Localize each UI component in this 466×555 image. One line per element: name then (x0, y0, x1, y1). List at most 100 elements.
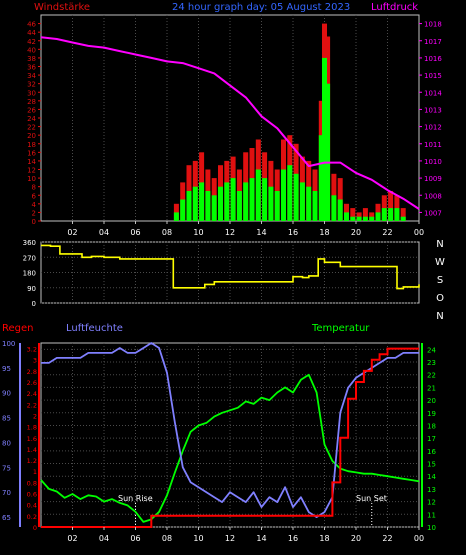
bottom-time-label: 22 (382, 534, 392, 543)
wind-tick-label: 20 (27, 132, 36, 140)
wind-avg-bar (236, 191, 242, 221)
wind-tick-label: 4 (32, 201, 37, 209)
wind-avg-bar (255, 169, 261, 221)
temperature-tick-label: 11 (427, 511, 436, 519)
wind-avg-bar (192, 186, 198, 221)
pressure-tick-label: 1017 (424, 38, 442, 46)
direction-line (41, 244, 420, 290)
bottom-time-label: 16 (288, 534, 298, 543)
wind-tick-label: 36 (27, 64, 36, 72)
sun-rise-label: Sun Rise (118, 494, 153, 503)
rain-tick-label: 2.6 (27, 379, 37, 387)
wind-tick-label: 16 (27, 149, 36, 157)
wind-avg-bar (400, 216, 406, 221)
humidity-tick-label: 80 (2, 439, 11, 447)
wind-tick-label: 44 (27, 29, 36, 37)
rain-tick-label: 1.4 (27, 446, 37, 454)
direction-compass-label: N (436, 239, 443, 250)
temperature-tick-label: 23 (427, 359, 436, 367)
wind-tick-label: 6 (32, 192, 37, 200)
bottom-time-label: 20 (351, 534, 361, 543)
pressure-tick-label: 1012 (424, 124, 442, 132)
rain-tick-label: 0.8 (27, 479, 37, 487)
rain-tick-label: 2 (33, 412, 37, 420)
temperature-tick-label: 18 (427, 422, 436, 430)
rain-tick-label: 2.8 (27, 368, 37, 376)
wind-avg-bar (249, 178, 255, 221)
wind-avg-bar (388, 208, 394, 221)
bottom-time-label: 18 (319, 534, 329, 543)
wind-gust-bar (350, 208, 356, 221)
wind-time-label: 04 (99, 228, 109, 237)
wind-gust-bar (362, 208, 368, 221)
wind-avg-bar (375, 212, 381, 221)
pressure-tick-label: 1008 (424, 192, 442, 200)
temperature-tick-label: 12 (427, 499, 436, 507)
wind-pressure-panel: 0246810121416182022242628303234363840424… (27, 14, 442, 237)
bottom-time-label: 08 (162, 534, 172, 543)
wind-gust-bar (388, 191, 394, 221)
wind-avg-bar (381, 208, 387, 221)
temperature-tick-label: 20 (427, 397, 436, 405)
bottom-time-label: 12 (225, 534, 235, 543)
wind-tick-label: 42 (27, 38, 36, 46)
wind-avg-bar (337, 199, 343, 221)
wind-avg-bar (356, 216, 362, 221)
wind-tick-label: 40 (27, 46, 36, 54)
wind-avg-bar (362, 216, 368, 221)
wind-tick-label: 24 (27, 115, 36, 123)
direction-tick-label: 270 (23, 254, 36, 262)
wind-avg-bar (274, 191, 280, 221)
wind-avg-bar (331, 195, 337, 222)
wind-tick-label: 26 (27, 106, 36, 114)
humidity-axis-title: Luftfeuchte (66, 323, 123, 334)
direction-compass-label: W (435, 257, 445, 268)
wind-avg-bar (306, 186, 312, 221)
rain-line (41, 347, 419, 528)
direction-tick-label: 90 (27, 285, 36, 293)
bottom-time-label: 00 (414, 534, 424, 543)
wind-avg-bar (180, 199, 186, 221)
wind-tick-label: 34 (27, 72, 36, 80)
humidity-tick-label: 85 (2, 415, 11, 423)
wind-avg-bar (268, 186, 274, 221)
bottom-time-label: 06 (130, 534, 140, 543)
rain-tick-label: 3.2 (27, 346, 37, 354)
wind-avg-bar (230, 178, 236, 221)
temperature-tick-label: 13 (427, 486, 436, 494)
wind-gust-bar (400, 208, 406, 221)
bottom-time-label: 14 (256, 534, 266, 543)
rain-tick-label: 1.2 (27, 457, 37, 465)
wind-avg-bar (369, 216, 375, 221)
wind-tick-label: 18 (27, 141, 36, 149)
humidity-tick-label: 75 (2, 464, 11, 472)
temperature-tick-label: 21 (427, 384, 436, 392)
wind-avg-bar (350, 216, 356, 221)
rain-tick-label: 1.6 (27, 435, 37, 443)
wind-tick-label: 30 (27, 89, 36, 97)
temperature-tick-label: 10 (427, 524, 436, 532)
humidity-tick-label: 90 (2, 390, 11, 398)
pressure-line (40, 36, 420, 210)
temperature-tick-label: 14 (427, 473, 436, 481)
wind-avg-bar (287, 165, 293, 221)
wind-tick-label: 32 (27, 81, 36, 89)
wind-tick-label: 46 (27, 21, 36, 29)
temperature-tick-label: 24 (427, 346, 436, 354)
wind-avg-bar (312, 191, 318, 221)
wind-time-label: 20 (351, 228, 361, 237)
wind-avg-bar (299, 182, 305, 221)
wind-avg-bar (218, 186, 223, 221)
temperature-line (40, 373, 420, 523)
wind-avg-bar (394, 208, 400, 221)
wind-avg-bar (262, 178, 268, 221)
wind-avg-bar (186, 191, 192, 221)
wind-time-label: 14 (256, 228, 266, 237)
wind-avg-bar (205, 191, 211, 221)
wind-axis-title: Windstärke (34, 2, 90, 13)
wind-avg-bar (199, 182, 205, 221)
rain-tick-label: 3 (33, 357, 37, 365)
pressure-tick-label: 1015 (424, 72, 442, 80)
wind-avg-bar (293, 173, 299, 221)
